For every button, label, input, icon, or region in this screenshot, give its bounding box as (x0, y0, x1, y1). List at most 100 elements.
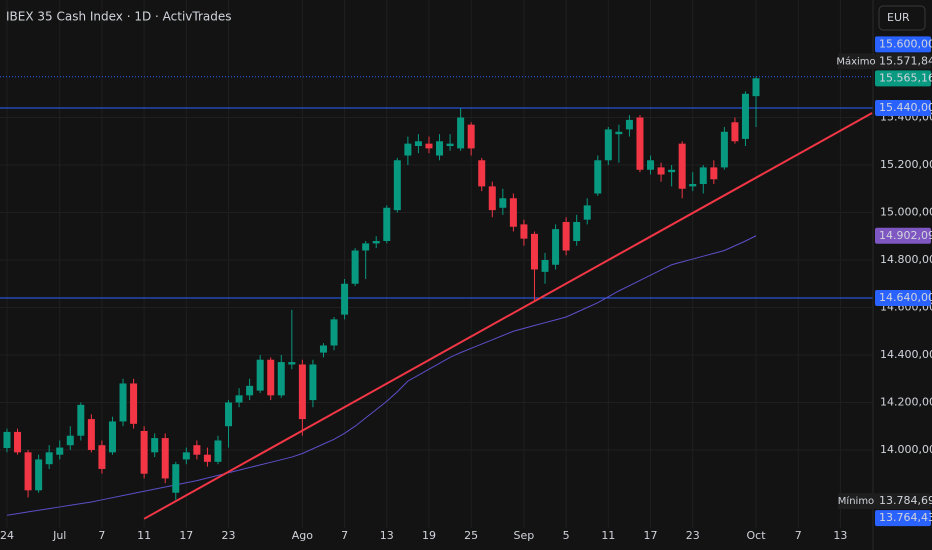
price-box (875, 100, 931, 117)
plot-area (0, 0, 873, 528)
price-tag-box (838, 53, 875, 70)
x-tick-label: 17 (179, 529, 193, 542)
candle-body (246, 385, 254, 396)
price-box-label: 14.640,00 (879, 291, 932, 304)
candle-body (277, 362, 285, 396)
price-box-label: 15.571,84 (879, 54, 932, 67)
y-tick-label: 15.000,00 (880, 206, 932, 219)
candle-body (636, 117, 644, 170)
candle-body (309, 364, 317, 401)
candle-body (66, 435, 74, 446)
y-tick-label: 14.000,00 (880, 443, 932, 456)
candle-body (615, 131, 623, 135)
candle-body (404, 143, 412, 156)
candle-body (699, 167, 707, 185)
x-tick-label: 17 (644, 529, 658, 542)
candle-body (583, 205, 591, 220)
currency-label: EUR (887, 11, 910, 24)
candle-body (478, 160, 486, 187)
x-tick-label: 24 (0, 529, 14, 542)
candle-body (393, 160, 401, 211)
price-box (875, 227, 931, 244)
candle-body (741, 93, 749, 139)
price-box (875, 493, 931, 510)
candle-body (372, 241, 380, 244)
candle-body (151, 438, 159, 453)
x-tick-label: 19 (422, 529, 436, 542)
candle-body (3, 431, 11, 449)
candle-body (351, 250, 359, 284)
candle-body (161, 438, 169, 479)
candle-body (457, 117, 465, 149)
candle-body (319, 345, 327, 353)
x-tick-label: 23 (222, 529, 236, 542)
candle-body (594, 160, 602, 194)
candle-body (625, 119, 633, 130)
candle-body (647, 160, 655, 170)
candle-body (509, 198, 517, 227)
price-box (875, 53, 931, 70)
candle-body (562, 222, 570, 251)
candle-body (425, 143, 433, 149)
price-box-label: 13.784,69 (879, 494, 932, 507)
candle-body (288, 362, 296, 365)
candle-body (446, 143, 454, 147)
chart-title: IBEX 35 Cash Index · 1D · ActivTrades (6, 10, 232, 24)
candle-body (720, 131, 728, 168)
candle-body (130, 383, 138, 424)
candle-body (56, 447, 64, 455)
candle-body (436, 141, 444, 156)
candle-body (573, 222, 581, 242)
price-box-label: 15.600,00 (879, 37, 932, 50)
price-box-label: 13.764,43 (879, 511, 932, 524)
candle-body (383, 207, 391, 242)
currency-button[interactable] (878, 5, 926, 31)
x-tick-label: 7 (341, 529, 348, 542)
x-tick-label: Jul (52, 529, 66, 542)
candle-body (520, 224, 528, 239)
candle-body (541, 260, 549, 272)
candle-body (330, 319, 338, 346)
candle-body (678, 143, 686, 189)
candle-body (530, 233, 538, 270)
moving-average (6, 235, 757, 516)
price-box-label: 15.440,00 (879, 101, 932, 114)
x-tick-label: 5 (563, 529, 570, 542)
x-tick-label: 25 (464, 529, 478, 542)
y-tick-label: 14.400,00 (880, 348, 932, 361)
candle-body (235, 395, 243, 403)
candle-body (14, 431, 22, 453)
candle-body (119, 383, 127, 422)
candle-body (752, 78, 760, 97)
candle-body (193, 445, 201, 455)
price-tag-label: Máximo (836, 55, 875, 67)
x-tick-label: 7 (98, 529, 105, 542)
candle-body (87, 419, 95, 450)
x-tick-label: 23 (686, 529, 700, 542)
candle-body (45, 452, 53, 465)
candle-body (467, 124, 475, 149)
y-tick-label: 15.200,00 (880, 158, 932, 171)
price-box (875, 70, 931, 87)
price-tag-box (838, 493, 875, 510)
price-box (875, 36, 931, 53)
candle-body (214, 440, 222, 462)
candle-body (604, 129, 612, 161)
x-tick-label: 13 (833, 529, 847, 542)
candle-body (499, 198, 507, 208)
price-tag-label: Mínimo (838, 495, 874, 507)
candle-body (362, 243, 370, 251)
candle-body (182, 452, 190, 460)
candle-body (77, 404, 85, 436)
candle-body (657, 167, 665, 175)
candle-body (203, 454, 211, 462)
x-tick-label: 11 (601, 529, 615, 542)
price-box (875, 510, 931, 527)
price-box-label: 14.902,09 (879, 229, 932, 242)
trendline (143, 112, 873, 520)
candle-body (140, 430, 148, 474)
candle-body (225, 402, 233, 427)
y-tick-label: 14.200,00 (880, 395, 932, 408)
